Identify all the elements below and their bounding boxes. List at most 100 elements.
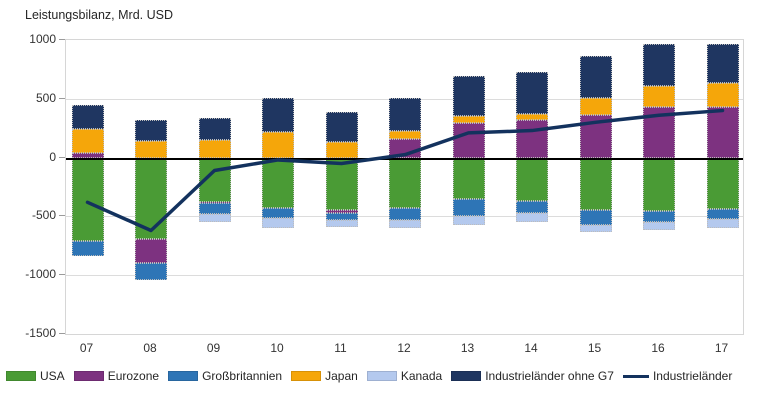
bar-segment [135,140,167,158]
bar-segment [706,82,739,108]
y-tick-label: -1500 [25,326,56,340]
x-tick-label: 07 [79,341,94,355]
legend: USA Eurozone Großbritannien Japan Kanada Indu… [6,369,766,383]
legend-label: Industrieländer [652,369,733,383]
legend-line-swatch [622,374,649,378]
y-tick-label: -1000 [25,267,56,282]
y-tick-label: -500 [31,208,56,223]
legend-item: Japan [291,369,358,383]
legend-swatch [6,371,36,381]
bar-segment [198,201,231,204]
x-tick-label: 12 [397,341,411,355]
trend-line [85,108,725,233]
bar-segment [135,119,167,141]
x-tick-label: 11 [334,341,347,355]
bar-segment [198,214,231,222]
x-tick-label: 16 [651,341,665,355]
y-tick-mark [59,39,65,40]
bar-segment [643,222,675,230]
bar-segment [135,238,167,264]
bar-segment [706,157,739,210]
legend-item: USA [6,369,65,383]
bar-segment [389,207,421,220]
bar-segment [706,44,739,83]
legend-item: Industrieländer ohne G7 [451,369,614,383]
bar-segment [262,98,294,132]
legend-label: Kanada [400,369,443,383]
bar-segment [325,142,358,158]
bar-segment [706,107,739,158]
chart-title: Leistungsbilanz, Mrd. USD [25,8,173,22]
bar-segment [643,210,675,223]
x-tick-label: 17 [714,341,729,355]
y-tick-label: 1000 [29,32,56,46]
x-tick-label: 13 [460,341,475,355]
bar-segment [706,219,739,228]
bar-segment [516,119,548,158]
plot-area [65,39,744,335]
bar-segment [198,117,231,140]
bar-segment [452,198,485,216]
zero-line [66,157,743,160]
bar-segment [452,122,485,158]
y-tick-mark [59,215,65,217]
bar-segment [516,114,548,120]
bar-segment [262,157,294,209]
bar-segment [198,139,231,158]
bar-segment [579,225,612,233]
bar-segment [325,157,358,210]
bar-segment [262,131,294,158]
bar-segment [71,129,104,154]
bar-segment [71,153,104,158]
bar-segment [516,200,548,214]
bar-segment [389,97,421,132]
legend-swatch [366,371,397,381]
bar-segment [516,72,548,115]
x-tick-label: 15 [587,341,602,355]
legend-swatch [168,371,199,381]
y-tick-label: 0 [49,149,56,164]
legend-label: Japan [325,369,358,383]
bar-segment [262,208,294,219]
y-tick-mark [59,333,65,334]
bar-segment [706,209,739,220]
bar-segment [325,212,358,220]
bar-segment [135,157,167,239]
bar-segment [516,157,548,201]
y-tick-mark [59,274,65,276]
legend-swatch [451,371,482,381]
legend-item: Industrieländer [622,369,733,383]
x-tick-label: 14 [524,341,538,355]
bar-segment [452,116,485,123]
x-tick-label: 10 [270,341,284,355]
x-tick-label: 08 [143,341,157,355]
y-tick-mark [59,97,65,99]
bar-segment [452,215,485,226]
legend-item: Kanada [366,369,443,383]
x-tick-label: 09 [206,341,221,355]
bar-segment [579,209,612,226]
legend-swatch [291,371,322,381]
gridline [66,275,743,277]
bar-segment [516,213,548,222]
bar-segment [71,105,104,130]
bar-segment [579,97,612,116]
legend-swatch [73,371,104,381]
bar-segment [135,263,167,281]
bar-segment [325,209,358,213]
bar-segment [579,157,612,210]
bar-segment [198,203,231,215]
legend-label: USA [40,369,65,383]
bar-segment [389,219,421,229]
legend-label: Großbritannien [202,369,283,383]
y-tick-mark [59,156,65,158]
legend-label: Eurozone [107,369,160,383]
bar-segment [643,44,675,86]
bar-segment [579,56,612,98]
bar-segment [643,85,675,108]
bar-segment [325,219,358,227]
bar-segment [325,111,358,143]
bar-segment [389,131,421,139]
legend-label: Industrieländer ohne G7 [485,369,614,383]
